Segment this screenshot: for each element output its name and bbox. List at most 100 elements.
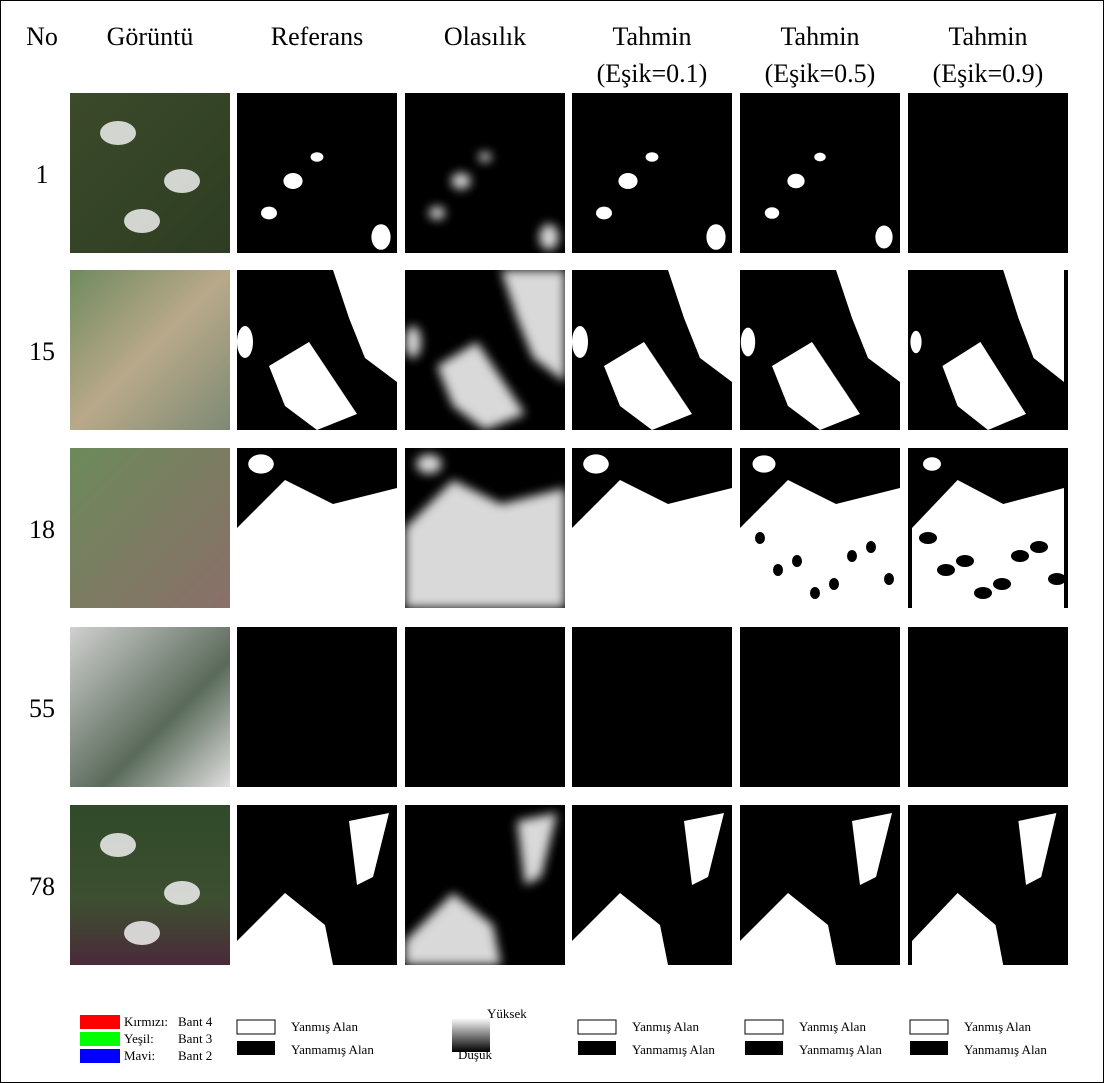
mask-tile bbox=[572, 627, 732, 787]
burned-area bbox=[311, 152, 324, 162]
column-header: Görüntü bbox=[107, 22, 194, 51]
unburned-hole bbox=[773, 564, 783, 576]
burned-area bbox=[741, 328, 755, 357]
band-name: Mavi: bbox=[124, 1048, 155, 1063]
unburned-swatch bbox=[910, 1041, 948, 1055]
row-number: 78 bbox=[29, 872, 55, 901]
burned-area bbox=[752, 455, 775, 472]
column-header: (Eşik=0.9) bbox=[933, 59, 1044, 88]
unburned-swatch bbox=[745, 1041, 783, 1055]
unburned-hole bbox=[993, 578, 1011, 590]
band-name: Kırmızı: bbox=[124, 1014, 168, 1029]
burned-swatch bbox=[578, 1020, 616, 1034]
burned-area bbox=[923, 457, 941, 470]
column-header: Olasılık bbox=[444, 22, 526, 51]
unburned-hole bbox=[866, 541, 876, 553]
cloud bbox=[124, 921, 160, 945]
burned-area bbox=[405, 326, 421, 358]
probability-high: Yüksek bbox=[487, 1006, 527, 1021]
unburned-hole bbox=[1011, 550, 1029, 562]
unburned-swatch bbox=[237, 1041, 275, 1055]
mask-tile bbox=[405, 93, 565, 253]
mask-tile bbox=[740, 627, 900, 787]
unburned-hole bbox=[974, 587, 992, 599]
burned-area bbox=[416, 454, 442, 473]
burned-area bbox=[371, 224, 390, 250]
column-header: Referans bbox=[271, 22, 363, 51]
unburned-hole bbox=[847, 550, 857, 562]
burned-area bbox=[646, 152, 659, 162]
burned-area bbox=[237, 326, 253, 358]
column-header: Tahmin bbox=[948, 22, 1027, 51]
cloud bbox=[164, 881, 200, 905]
mask-tile bbox=[908, 93, 1068, 253]
burned-area bbox=[429, 207, 445, 220]
burned-area bbox=[596, 207, 612, 220]
burned-area bbox=[765, 207, 779, 219]
unburned-hole bbox=[956, 555, 974, 567]
probability-low: Düşük bbox=[458, 1047, 492, 1062]
row-number: 18 bbox=[29, 515, 55, 544]
column-header: Tahmin bbox=[780, 22, 859, 51]
row-number: 1 bbox=[36, 160, 49, 189]
burned-label: Yanmış Alan bbox=[291, 1019, 358, 1034]
column-header: (Eşik=0.5) bbox=[765, 59, 876, 88]
burned-area bbox=[875, 225, 892, 248]
burned-area bbox=[451, 173, 470, 189]
cloud bbox=[100, 833, 136, 857]
unburned-label: Yanmamış Alan bbox=[799, 1042, 882, 1057]
satellite-image bbox=[70, 448, 230, 608]
unburned-hole bbox=[1030, 541, 1048, 553]
unburned-label: Yanmamış Alan bbox=[291, 1042, 374, 1057]
unburned-hole bbox=[1048, 573, 1066, 585]
band-label: Bant 3 bbox=[178, 1031, 212, 1046]
figure: No Görüntü Referans Olasılık Tahmin (Eşik=0.1… bbox=[0, 0, 1104, 1083]
burned-area bbox=[572, 326, 588, 358]
cloud bbox=[124, 209, 160, 233]
unburned-hole bbox=[937, 564, 955, 576]
mask-tile bbox=[237, 93, 397, 253]
mask-tile bbox=[908, 627, 1068, 787]
mask-tile bbox=[572, 93, 732, 253]
column-header: (Eşik=0.1) bbox=[597, 59, 708, 88]
burned-area bbox=[539, 224, 558, 250]
band-label: Bant 4 bbox=[178, 1014, 213, 1029]
satellite-image bbox=[70, 270, 230, 430]
burned-area bbox=[706, 224, 725, 250]
column-header: No bbox=[26, 22, 58, 51]
burned-area bbox=[583, 454, 609, 473]
band-swatch bbox=[80, 1015, 120, 1029]
unburned-swatch bbox=[578, 1041, 616, 1055]
row-number: 15 bbox=[29, 337, 55, 366]
satellite-image bbox=[70, 627, 230, 787]
burned-area bbox=[248, 454, 274, 473]
burned-label: Yanmış Alan bbox=[964, 1019, 1031, 1034]
burned-area bbox=[814, 153, 826, 162]
cloud bbox=[100, 121, 136, 145]
unburned-label: Yanmamış Alan bbox=[964, 1042, 1047, 1057]
unburned-hole bbox=[884, 573, 894, 585]
burned-swatch bbox=[237, 1020, 275, 1034]
row-number: 55 bbox=[29, 694, 55, 723]
unburned-hole bbox=[755, 532, 765, 544]
mask-tile bbox=[405, 627, 565, 787]
band-swatch bbox=[80, 1049, 120, 1063]
burned-area bbox=[787, 174, 804, 188]
burned-label: Yanmış Alan bbox=[799, 1019, 866, 1034]
burned-area bbox=[910, 331, 921, 353]
burned-swatch bbox=[910, 1020, 948, 1034]
burned-area bbox=[479, 152, 492, 162]
burned-label: Yanmış Alan bbox=[632, 1019, 699, 1034]
unburned-hole bbox=[829, 578, 839, 590]
cloud bbox=[164, 169, 200, 193]
unburned-hole bbox=[792, 555, 802, 567]
burned-area bbox=[618, 173, 637, 189]
burned-swatch bbox=[745, 1020, 783, 1034]
burned-area bbox=[283, 173, 302, 189]
band-swatch bbox=[80, 1032, 120, 1046]
band-name: Yeşil: bbox=[124, 1031, 154, 1046]
burned-area bbox=[261, 207, 277, 220]
unburned-hole bbox=[810, 587, 820, 599]
mask-tile bbox=[740, 93, 900, 253]
mask-tile bbox=[237, 627, 397, 787]
